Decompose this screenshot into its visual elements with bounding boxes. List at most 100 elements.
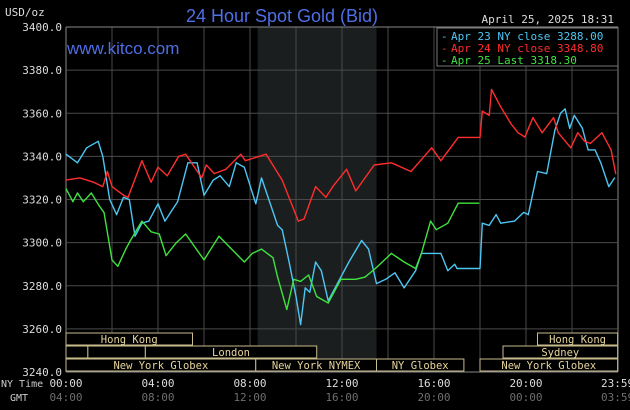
data-point xyxy=(203,259,205,261)
data-point xyxy=(479,136,481,138)
data-point xyxy=(150,181,152,183)
data-point xyxy=(546,173,548,175)
data-point xyxy=(420,252,422,255)
data-point xyxy=(374,267,376,270)
data-point xyxy=(523,211,525,214)
series-apr-25-line xyxy=(65,188,480,311)
data-point xyxy=(600,162,602,164)
series-apr-23-line xyxy=(65,108,616,326)
data-point xyxy=(481,222,483,224)
data-point xyxy=(488,224,490,226)
data-point xyxy=(244,160,246,162)
data-point xyxy=(610,149,612,151)
data-point xyxy=(340,278,342,280)
data-point xyxy=(166,175,168,177)
data-point xyxy=(125,248,127,250)
session-box xyxy=(144,345,318,359)
y-tick-label: 3260.0 xyxy=(22,323,62,336)
data-point xyxy=(457,202,459,204)
data-point xyxy=(554,129,556,132)
data-point xyxy=(309,291,311,293)
data-point xyxy=(300,280,302,283)
data-point xyxy=(581,127,583,129)
data-point xyxy=(141,160,143,162)
legend-entry: Apr 24 NY close 3348.80 xyxy=(451,42,603,55)
data-point xyxy=(116,213,118,216)
data-point xyxy=(277,224,279,226)
data-point xyxy=(293,278,295,280)
x-tick-label-gmt: 16:00 xyxy=(325,391,358,404)
data-point xyxy=(403,287,405,289)
data-point xyxy=(601,132,603,134)
data-point xyxy=(178,155,180,157)
session-label: Sydney xyxy=(541,347,579,359)
session-box xyxy=(537,332,619,346)
data-point xyxy=(440,252,442,255)
data-point xyxy=(360,239,363,242)
data-point xyxy=(157,203,159,205)
y-tick-label: 3400.0 xyxy=(22,21,62,34)
x-tick-label-ny: 00:00 xyxy=(49,377,82,390)
data-point xyxy=(148,220,150,222)
data-point xyxy=(457,136,459,138)
data-point xyxy=(478,202,480,204)
session-label: Hong Kong xyxy=(101,334,158,346)
data-point xyxy=(76,192,79,194)
data-point xyxy=(415,267,417,270)
data-point xyxy=(228,185,230,188)
data-point xyxy=(385,278,387,280)
legend-entry: Apr 25 Last 3318.30 xyxy=(451,54,577,67)
data-point xyxy=(447,270,449,272)
data-point xyxy=(403,261,405,263)
x-tick-label-gmt: 08:00 xyxy=(141,391,174,404)
data-point xyxy=(187,162,189,164)
legend-marker: - xyxy=(441,54,448,67)
y-tick-label: 3300.0 xyxy=(22,237,62,250)
data-point xyxy=(314,261,317,263)
series-apr-24-line xyxy=(65,88,617,222)
session-label: Hong Kong xyxy=(549,334,606,346)
data-point xyxy=(325,196,327,198)
data-point xyxy=(513,220,516,222)
x-tick-label-ny: 12:00 xyxy=(325,377,358,390)
data-point xyxy=(127,196,129,198)
data-point xyxy=(297,220,299,222)
data-point xyxy=(524,136,526,138)
session-box xyxy=(502,345,619,359)
data-point xyxy=(82,201,84,203)
data-point xyxy=(93,181,95,183)
data-point xyxy=(541,132,543,134)
session-label: London xyxy=(212,347,250,359)
data-point xyxy=(79,177,81,179)
data-point xyxy=(65,179,67,181)
data-point xyxy=(573,114,575,117)
data-point xyxy=(122,196,125,198)
x-tick-label-gmt: 04:00 xyxy=(49,391,82,404)
data-point xyxy=(490,88,493,91)
data-point xyxy=(410,170,412,173)
data-point xyxy=(557,132,559,134)
legend-entry: Apr 23 NY close 3288.00 xyxy=(451,30,603,43)
data-point xyxy=(97,140,99,142)
data-point xyxy=(175,242,177,244)
legend-marker: - xyxy=(441,30,448,43)
data-point xyxy=(332,185,334,188)
data-point xyxy=(559,112,562,114)
data-point xyxy=(117,265,119,267)
data-point xyxy=(589,142,592,145)
data-point xyxy=(103,211,105,214)
data-point xyxy=(201,177,203,179)
data-point xyxy=(219,175,221,177)
data-point xyxy=(281,229,283,231)
x-tick-label-ny: 23:59 xyxy=(601,377,630,390)
data-point xyxy=(157,166,159,168)
y-tick-label: 3360.0 xyxy=(22,107,62,120)
data-point xyxy=(615,173,617,175)
data-point xyxy=(364,276,366,278)
series-lines xyxy=(65,88,617,326)
y-axis-labels: 3400.0 3380.0 3360.0 3340.0 3320.0 3300.0 3280… xyxy=(22,21,62,379)
y-tick-label: 3380.0 xyxy=(22,64,62,77)
session-box xyxy=(87,345,146,359)
data-point xyxy=(415,270,417,272)
x-tick-label-gmt: 03:59 xyxy=(601,391,630,404)
